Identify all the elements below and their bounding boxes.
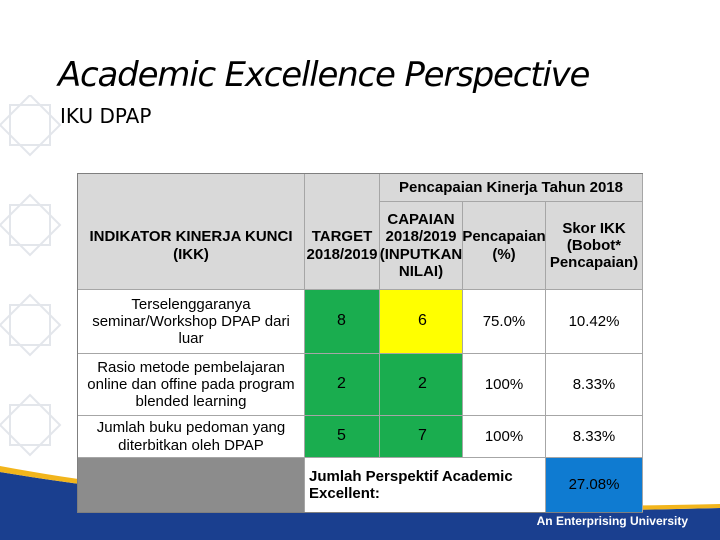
decorative-pattern	[0, 95, 62, 457]
total-label: Jumlah Perspektif Academic Excellent:	[305, 458, 546, 512]
header-skor: Skor IKK (Bobot* Pencapaian)	[546, 202, 643, 290]
row2-indicator: Rasio metode pembelajaran online dan off…	[78, 354, 305, 416]
row2-target: 2	[305, 354, 380, 416]
row2-pencapaian: 100%	[463, 354, 546, 416]
row3-skor: 8.33%	[546, 416, 643, 458]
row3-capaian: 7	[380, 416, 463, 458]
performance-table: INDIKATOR KINERJA KUNCI (IKK) TARGET 201…	[77, 173, 643, 513]
total-value: 27.08%	[546, 458, 643, 512]
row3-pencapaian: 100%	[463, 416, 546, 458]
slide-title: Academic Excellence Perspective	[58, 55, 590, 95]
header-group: Pencapaian Kinerja Tahun 2018	[380, 174, 643, 202]
row1-skor: 10.42%	[546, 290, 643, 354]
row2-skor: 8.33%	[546, 354, 643, 416]
header-indicator: INDIKATOR KINERJA KUNCI (IKK)	[78, 202, 305, 290]
row1-capaian: 6	[380, 290, 463, 354]
row3-target: 5	[305, 416, 380, 458]
row1-indicator: Terselenggaranya seminar/Workshop DPAP d…	[78, 290, 305, 354]
row1-pencapaian: 75.0%	[463, 290, 546, 354]
slide-subtitle: IKU DPAP	[60, 104, 152, 128]
row1-target: 8	[305, 290, 380, 354]
row3-indicator: Jumlah buku pedoman yang diterbitkan ole…	[78, 416, 305, 458]
header-target: TARGET 2018/2019	[305, 202, 380, 290]
row2-capaian: 2	[380, 354, 463, 416]
header-capaian: CAPAIAN 2018/2019 (INPUTKAN NILAI)	[380, 202, 463, 290]
university-tagline: An Enterprising University	[536, 514, 688, 528]
header-pencapaian: Pencapaian (%)	[463, 202, 546, 290]
